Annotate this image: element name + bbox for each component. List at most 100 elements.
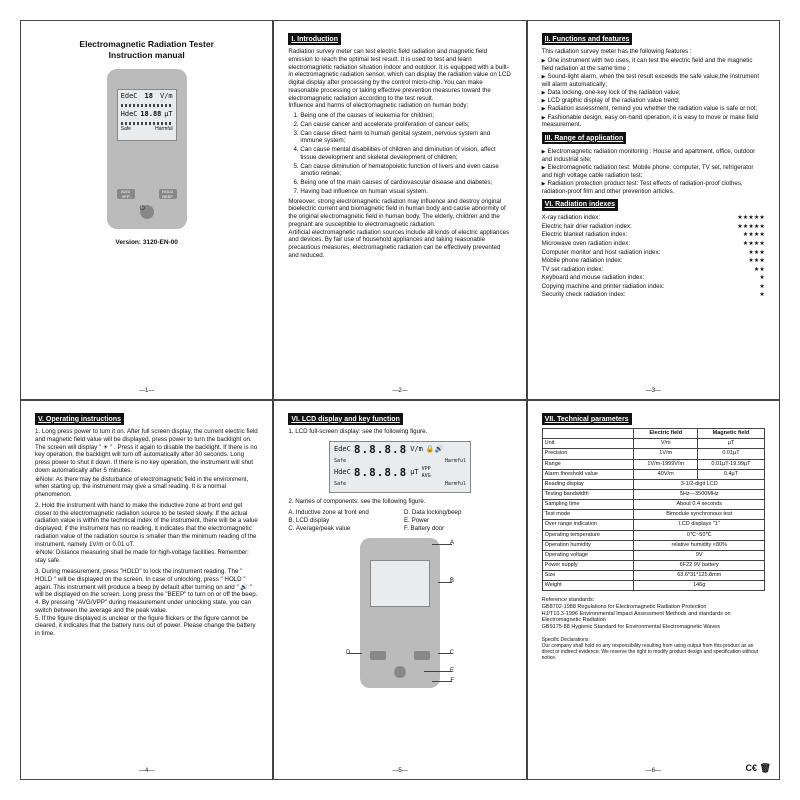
oper-p1: 1. Long press power to turn it on. After… [35, 428, 258, 475]
comp-e: E. Power [404, 517, 512, 525]
lcd-e-unit: V/m [160, 92, 173, 101]
idx-stars: ★★★★ [743, 240, 765, 248]
th-mf: Magnetic field [697, 429, 764, 439]
idx-label: Mobile phone radiation index: [542, 257, 623, 265]
section-tech-title: VII. Technical parameters [542, 413, 632, 425]
idx-stars: ★★★★★ [737, 214, 765, 222]
func-item: One instrument with two uses, it can tes… [542, 57, 765, 73]
func-item: LCD graphic display of the radiation val… [542, 97, 765, 105]
section-idx-title: VI. Radiation indexes [542, 199, 618, 211]
idx-label: Computer monitor and host radiation inde… [542, 249, 661, 257]
ref: GB9175-88 Hygienic Standard for Environm… [542, 624, 765, 631]
hold-button: HOLD BEEF [159, 189, 177, 199]
declarations: Specific Declarations: Our company shall… [542, 638, 765, 661]
comp-a: A. Inductive zone at front end [288, 509, 396, 517]
lcd-h-label: HdeC [121, 110, 138, 119]
idx-stars: ★★★ [748, 257, 765, 265]
references: Reference standards: GB8702-1988 Regulat… [542, 597, 765, 630]
diag-hu: µT [410, 468, 418, 477]
components-list: A. Inductive zone at front end B. LCD di… [288, 509, 511, 533]
intro-p3: Moreover, strong electromagnetic radiati… [288, 198, 511, 229]
lcd-e-label: EdeC [121, 92, 138, 101]
diag-h: HdeC [334, 468, 351, 477]
power-button: ⏻ [140, 205, 154, 219]
func-list: One instrument with two uses, it can tes… [542, 57, 765, 129]
idx-stars: ★★★★★ [737, 223, 765, 231]
intro-li: Being one of the causes of leukemia for … [300, 112, 511, 120]
oper-note1: ※Note: As there may be disturbance of el… [35, 477, 258, 500]
range-item: Electromagnetic radiation monitoring : H… [542, 148, 765, 164]
diag-harm: Harmful [445, 458, 466, 465]
section-func-title: II. Functions and features [542, 33, 633, 45]
oper-p4: 4. By pressing "AVG/VPP" during measurem… [35, 599, 258, 615]
idx-stars: ★★ [754, 266, 765, 274]
oper-p2: 2. Hold the instrument with hand to make… [35, 502, 258, 549]
lcd-e-val: 18 [145, 92, 153, 101]
intro-li: Can cause cancer and accelerate prolifer… [300, 121, 511, 129]
diag-hdig: 8.8.8.8 [354, 466, 407, 480]
func-item: Radiation assessment, remind you whether… [542, 105, 765, 113]
diag-safe: Safe [334, 458, 346, 465]
idx-label: Electric hair drier radiation index: [542, 223, 632, 231]
intro-li: Can cause diminution of hematopoietic fu… [300, 163, 511, 179]
idx-stars: ★★★★ [743, 231, 765, 239]
page-5: VI. LCD display and key function 1. LCD … [273, 400, 526, 780]
page-1: Electromagnetic Radiation Tester Instruc… [20, 20, 273, 400]
section-intro-title: I. Introduction [288, 33, 341, 45]
idx-stars: ★★★ [748, 249, 765, 257]
section-oper-title: V. Operating instructions [35, 413, 124, 425]
intro-p4: Artificial electromagnetic radiation sou… [288, 229, 511, 260]
avg-button: AVG/ VPP [117, 189, 135, 199]
device-components-diagram: A B C D E F [360, 538, 440, 688]
func-item: Data locking, one-key lock of the radiat… [542, 89, 765, 97]
page-2: I. Introduction Radiation survey meter c… [273, 20, 526, 400]
comp-d: D. Data locking/beep [404, 509, 512, 517]
device-lcd: EdeC18V/m HdeC18.88µT SafeHarmful [117, 89, 177, 141]
oper-note2: ※Note: Distance measuring shall be made … [35, 550, 258, 566]
lcd-cap1: 1. LCD full-screen display: see the foll… [288, 428, 511, 436]
manual-pages: Electromagnetic Radiation Tester Instruc… [0, 0, 800, 800]
range-item: Electromagnetic radiation test: Mobile p… [542, 164, 765, 180]
idx-label: Security check radiation index: [542, 291, 626, 299]
idx-label: Electric blanket radiation index: [542, 231, 628, 239]
lcd-h-unit: µT [164, 110, 172, 119]
idx-label: TV set radiation index: [542, 266, 604, 274]
idx-stars: ★ [759, 274, 765, 282]
oper-p5: 5. If the figure displayed is unclear or… [35, 615, 258, 638]
th-ef: Electric field [634, 429, 697, 439]
page-number: —5— [274, 768, 525, 776]
lcd-harm: Harmful [155, 126, 173, 133]
intro-p1: Radiation survey meter can test electric… [288, 48, 511, 102]
idx-label: Microwave oven radiation index: [542, 240, 630, 248]
page-number: —6— [528, 768, 779, 776]
oper-p3: 3. During measurement, press "HOLD" to l… [35, 568, 258, 599]
func-item: Sound-light alarm, when the test result … [542, 73, 765, 89]
page-number: —4— [21, 768, 272, 776]
lcd-cap2: 2. Names of components: see the followin… [288, 498, 511, 506]
page-number: —1— [21, 388, 272, 396]
manual-title: Electromagnetic Radiation Tester Instruc… [35, 39, 258, 61]
diag-e: EdeC [334, 445, 351, 454]
page-6: VII. Technical parameters Electric field… [527, 400, 780, 780]
section-range-title: III. Range of application [542, 132, 627, 144]
intro-li: Having bad influence on human visual sys… [300, 188, 511, 196]
idx-label: Keyboard and mouse radiation index: [542, 274, 645, 282]
page-4: V. Operating instructions 1. Long press … [20, 400, 273, 780]
refs-title: Reference standards: [542, 597, 765, 604]
intro-list: Being one of the causes of leukemia for … [288, 112, 511, 196]
intro-li: Being one of the main causes of cardiova… [300, 179, 511, 187]
device-illustration: EdeC18V/m HdeC18.88µT SafeHarmful AVG/ V… [107, 69, 187, 229]
diag-edig: 8.8.8.8 [354, 443, 407, 457]
idx-list: X-ray radiation index:★★★★★ Electric hai… [542, 214, 765, 299]
lcd-safe: Safe [121, 126, 131, 133]
func-lead: This radiation survey meter has the foll… [542, 48, 765, 56]
decl-body: Our company shall hold no any responsibi… [542, 644, 765, 661]
ref: HJ/T10.3-1996 Environmental Impact Asses… [542, 611, 765, 624]
ref: GB8702-1988 Regulations for Electromagne… [542, 604, 765, 611]
lcd-diagram: EdeC8.8.8.8V/m🔒🔊 SafeHarmful HdeC8.8.8.8… [329, 441, 471, 493]
range-list: Electromagnetic radiation monitoring : H… [542, 148, 765, 196]
version: Version: 3120-EN-00 [35, 239, 258, 247]
diag-eu: V/m [410, 445, 423, 454]
comp-f: F. Battery door [404, 525, 512, 533]
range-item: Radiation protection product test: Test … [542, 180, 765, 196]
